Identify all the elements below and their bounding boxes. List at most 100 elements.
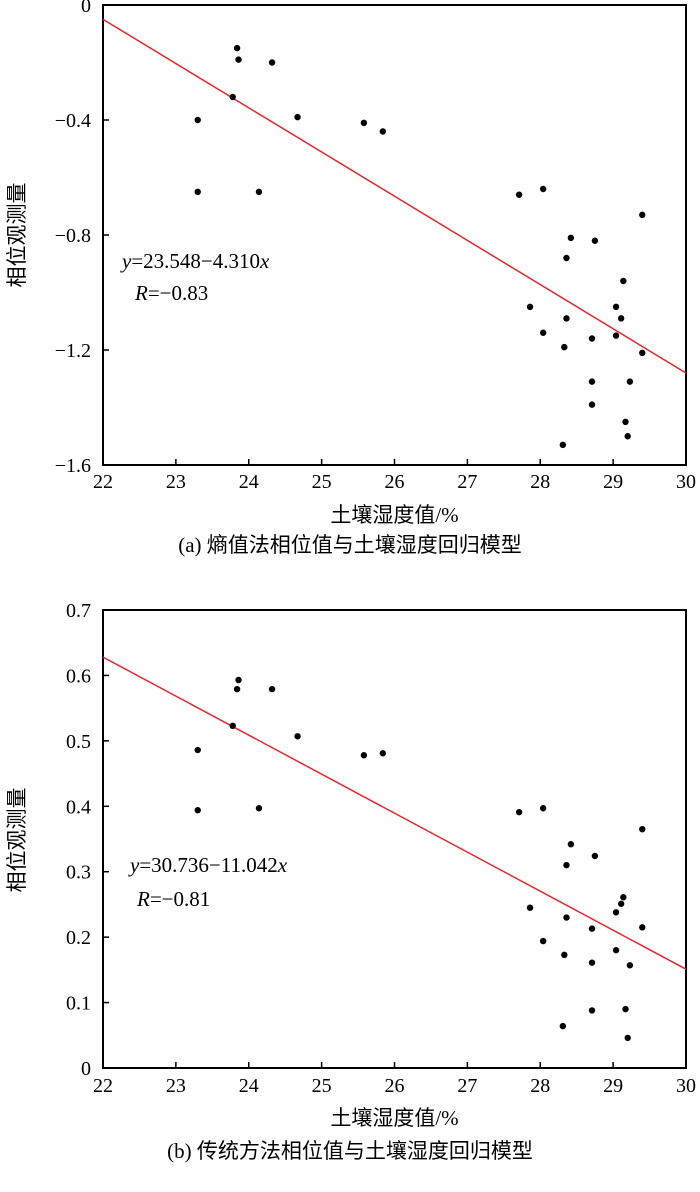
data-point [617, 315, 625, 322]
data-point [360, 752, 368, 759]
y-tick-label: 0.4 [66, 796, 91, 818]
x-tick-label: 23 [166, 471, 186, 493]
data-point [624, 433, 631, 440]
data-point [626, 378, 634, 385]
data-point [591, 852, 599, 860]
data-point [379, 128, 387, 135]
x-tick-label: 29 [603, 471, 623, 493]
y-tick-label: 0 [81, 1058, 91, 1080]
regression-line [102, 656, 687, 970]
x-tick-label: 24 [239, 471, 259, 493]
data-point [588, 1007, 596, 1014]
x-tick-label: 25 [312, 471, 332, 493]
y-tick-label: −0.4 [55, 110, 91, 132]
data-point [539, 185, 547, 193]
x-tick-label: 29 [603, 1075, 623, 1097]
r-value: =−0.83 [148, 281, 208, 305]
x-tick-label: 22 [93, 471, 113, 493]
data-point [588, 401, 596, 408]
equation-y: y [128, 853, 140, 877]
x-tick-label: 28 [530, 1075, 550, 1097]
data-point [620, 277, 627, 285]
data-point [626, 962, 634, 969]
data-point [559, 441, 567, 449]
data-point [539, 937, 547, 945]
equation-y: y [120, 249, 132, 273]
data-point [588, 378, 596, 385]
data-point [612, 332, 620, 339]
data-point [255, 188, 263, 196]
y-tick-label: 0.5 [66, 731, 91, 753]
data-point [612, 909, 620, 916]
data-point [639, 825, 646, 833]
data-point [233, 685, 241, 693]
r-symbol: R [136, 887, 150, 911]
data-point [233, 44, 241, 52]
data-point [294, 113, 301, 121]
data-point [360, 119, 368, 127]
data-point [563, 914, 570, 921]
y-tick-label: −0.8 [55, 225, 91, 247]
plot-frame [102, 4, 687, 466]
plot-frame [102, 609, 687, 1069]
data-point [194, 188, 201, 196]
data-point [563, 254, 570, 262]
data-point [563, 315, 570, 322]
data-point [194, 746, 201, 754]
r-value: =−0.81 [150, 887, 210, 911]
x-tick-label: 22 [93, 1075, 113, 1097]
equation-body: =30.736−11.042 [139, 853, 277, 877]
equation-x: x [277, 853, 288, 877]
equation-body: =23.548−4.310 [131, 249, 260, 273]
data-point [294, 733, 301, 740]
x-tick-label: 25 [312, 1075, 332, 1097]
correlation-coefficient: R=−0.81 [136, 887, 210, 911]
data-point [268, 59, 276, 66]
data-point [622, 1005, 629, 1013]
data-point [620, 894, 627, 901]
y-tick-label: 0.7 [66, 600, 91, 622]
data-point [526, 303, 534, 311]
equation-x: x [259, 249, 270, 273]
regression-line [102, 18, 687, 374]
data-point [559, 1022, 567, 1030]
x-tick-label: 30 [676, 471, 696, 493]
data-point [588, 335, 596, 342]
data-point [515, 808, 523, 816]
data-point [617, 900, 625, 907]
data-point [639, 349, 646, 357]
data-point [612, 303, 620, 311]
data-point [588, 925, 596, 932]
data-point [567, 234, 575, 242]
y-tick-label: −1.2 [55, 340, 91, 362]
y-tick-label: 0 [81, 0, 91, 17]
x-tick-label: 27 [457, 1075, 477, 1097]
y-tick-label: 0.3 [66, 862, 91, 884]
data-point [591, 237, 599, 244]
x-tick-label: 23 [166, 1075, 186, 1097]
x-tick-label: 26 [385, 1075, 405, 1097]
data-point [379, 750, 387, 757]
data-point [194, 116, 201, 124]
data-point [229, 722, 236, 730]
data-point [526, 904, 534, 911]
data-point [612, 947, 620, 954]
data-point [515, 191, 523, 198]
data-point [539, 805, 547, 812]
data-point [622, 418, 629, 426]
y-tick-label: 0.6 [66, 665, 91, 687]
data-point [229, 93, 236, 101]
data-point [235, 56, 242, 63]
x-axis-label: 土壤湿度值/% [330, 1106, 458, 1130]
chart-caption: (b) 传统方法相位值与土壤湿度回归模型 [167, 1139, 533, 1163]
x-tick-label: 27 [457, 471, 477, 493]
r-symbol: R [134, 281, 148, 305]
data-point [255, 805, 263, 812]
x-tick-label: 28 [530, 471, 550, 493]
chart-b: 22 23 24 25 26 27 28 29 30 0.7 0.6 0.5 0.4 0.3 0.2 0.1 0… [5, 600, 696, 1163]
y-tick-label: −1.6 [55, 455, 91, 477]
correlation-coefficient: R=−0.83 [134, 281, 208, 305]
data-point [639, 211, 646, 219]
data-point [639, 924, 646, 931]
